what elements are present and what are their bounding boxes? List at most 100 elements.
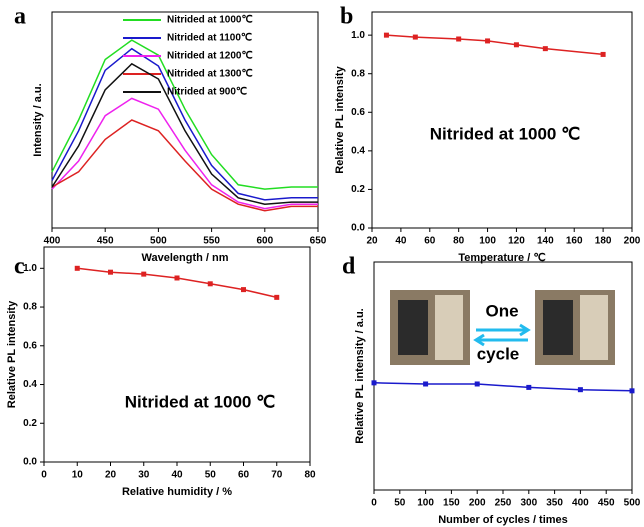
- point: [542, 46, 548, 52]
- x-tick-label: 550: [203, 236, 220, 247]
- x-tick-label: 600: [256, 236, 273, 247]
- point: [383, 32, 389, 38]
- y-tick-label: 1.0: [23, 263, 37, 274]
- photo-device: [398, 300, 428, 355]
- point: [141, 271, 147, 277]
- x-tick-label: 140: [537, 236, 554, 247]
- point: [108, 269, 113, 275]
- x-tick-label: 0: [371, 498, 377, 509]
- y-tick-label: 0.0: [23, 457, 37, 468]
- x-tick-label: 40: [395, 236, 407, 247]
- y-tick-label: 0.6: [23, 340, 37, 351]
- x-axis-label: Number of cycles / times: [438, 514, 568, 526]
- x-tick-label: 500: [624, 498, 641, 509]
- annotation: One: [485, 301, 518, 320]
- plot-frame: [51, 11, 319, 229]
- series-line: [373, 382, 633, 392]
- x-tick-label: 500: [150, 236, 167, 247]
- photo-device: [580, 295, 608, 360]
- y-axis-label: Relative PL intensity: [334, 65, 346, 173]
- point: [371, 380, 377, 386]
- x-tick-label: 20: [105, 470, 117, 481]
- x-axis-label: Wavelength / nm: [142, 252, 229, 264]
- point: [629, 388, 635, 394]
- panel-label: c: [14, 254, 25, 280]
- x-tick-label: 120: [508, 236, 525, 247]
- x-tick-label: 50: [205, 470, 217, 481]
- point: [412, 34, 418, 40]
- series-line: [51, 47, 318, 201]
- y-tick-label: 0.4: [351, 145, 365, 156]
- x-tick-label: 60: [424, 236, 436, 247]
- x-tick-label: 50: [394, 498, 406, 509]
- x-tick-label: 200: [624, 236, 641, 247]
- x-tick-label: 40: [171, 470, 183, 481]
- x-tick-label: 20: [366, 236, 378, 247]
- y-tick-label: 0.0: [351, 223, 365, 234]
- panel-label: b: [340, 4, 353, 30]
- annotation: Nitrided at 1000 ℃: [125, 392, 275, 411]
- y-tick-label: 0.2: [23, 418, 37, 429]
- point: [241, 287, 246, 293]
- x-tick-label: 200: [469, 498, 486, 509]
- x-tick-label: 300: [520, 498, 537, 509]
- x-tick-label: 350: [546, 498, 563, 509]
- annotation: cycle: [477, 344, 520, 363]
- x-tick-label: 80: [304, 470, 316, 481]
- x-tick-label: 10: [72, 470, 84, 481]
- x-tick-label: 80: [453, 236, 465, 247]
- y-tick-label: 1.0: [351, 30, 365, 41]
- series-line: [77, 267, 277, 299]
- series-line: [386, 34, 604, 56]
- x-tick-label: 100: [417, 498, 434, 509]
- series-line: [51, 39, 318, 190]
- y-tick-label: 0.2: [351, 184, 365, 195]
- point: [474, 381, 480, 387]
- y-tick-label: 0.8: [351, 68, 365, 79]
- point: [513, 42, 519, 48]
- arrow: [476, 323, 531, 337]
- point: [74, 265, 80, 271]
- x-tick-label: 180: [595, 236, 612, 247]
- x-tick-label: 650: [310, 236, 327, 247]
- point: [274, 294, 280, 300]
- y-axis-label: Relative PL intensity: [6, 300, 18, 408]
- x-tick-label: 250: [495, 498, 512, 509]
- x-tick-label: 450: [598, 498, 615, 509]
- legend-label: Nitrided at 1300℃: [167, 69, 253, 80]
- plot-frame: [371, 11, 633, 229]
- point: [174, 275, 180, 281]
- panel-label: d: [342, 254, 356, 280]
- y-axis-label: Intensity / a.u.: [32, 83, 44, 156]
- point: [207, 281, 213, 287]
- x-tick-label: 160: [566, 236, 583, 247]
- point: [600, 51, 606, 57]
- x-tick-label: 400: [572, 498, 589, 509]
- photo-device: [435, 295, 463, 360]
- y-tick-label: 0.4: [23, 379, 37, 390]
- x-tick-label: 60: [238, 470, 250, 481]
- legend-label: Nitrided at 1000℃: [167, 15, 253, 26]
- series-line: [51, 97, 318, 210]
- point: [577, 387, 583, 393]
- point: [485, 38, 491, 44]
- legend-label: Nitrided at 900℃: [167, 87, 247, 98]
- x-tick-label: 70: [271, 470, 283, 481]
- x-tick-label: 30: [138, 470, 150, 481]
- photos: [390, 290, 615, 365]
- series-line: [51, 119, 318, 212]
- point: [526, 384, 532, 390]
- y-tick-label: 0.6: [351, 107, 365, 118]
- arrow: [473, 333, 528, 347]
- panel-label: a: [14, 4, 26, 30]
- x-tick-label: 400: [44, 236, 61, 247]
- photo-device: [543, 300, 573, 355]
- y-axis-label: Relative PL intensity / a.u.: [354, 308, 366, 444]
- y-tick-label: 0.8: [23, 302, 37, 313]
- x-tick-label: 100: [479, 236, 496, 247]
- x-tick-label: 0: [41, 470, 47, 481]
- x-tick-label: 150: [443, 498, 460, 509]
- legend-label: Nitrided at 1200℃: [167, 51, 253, 62]
- series-line: [51, 62, 318, 205]
